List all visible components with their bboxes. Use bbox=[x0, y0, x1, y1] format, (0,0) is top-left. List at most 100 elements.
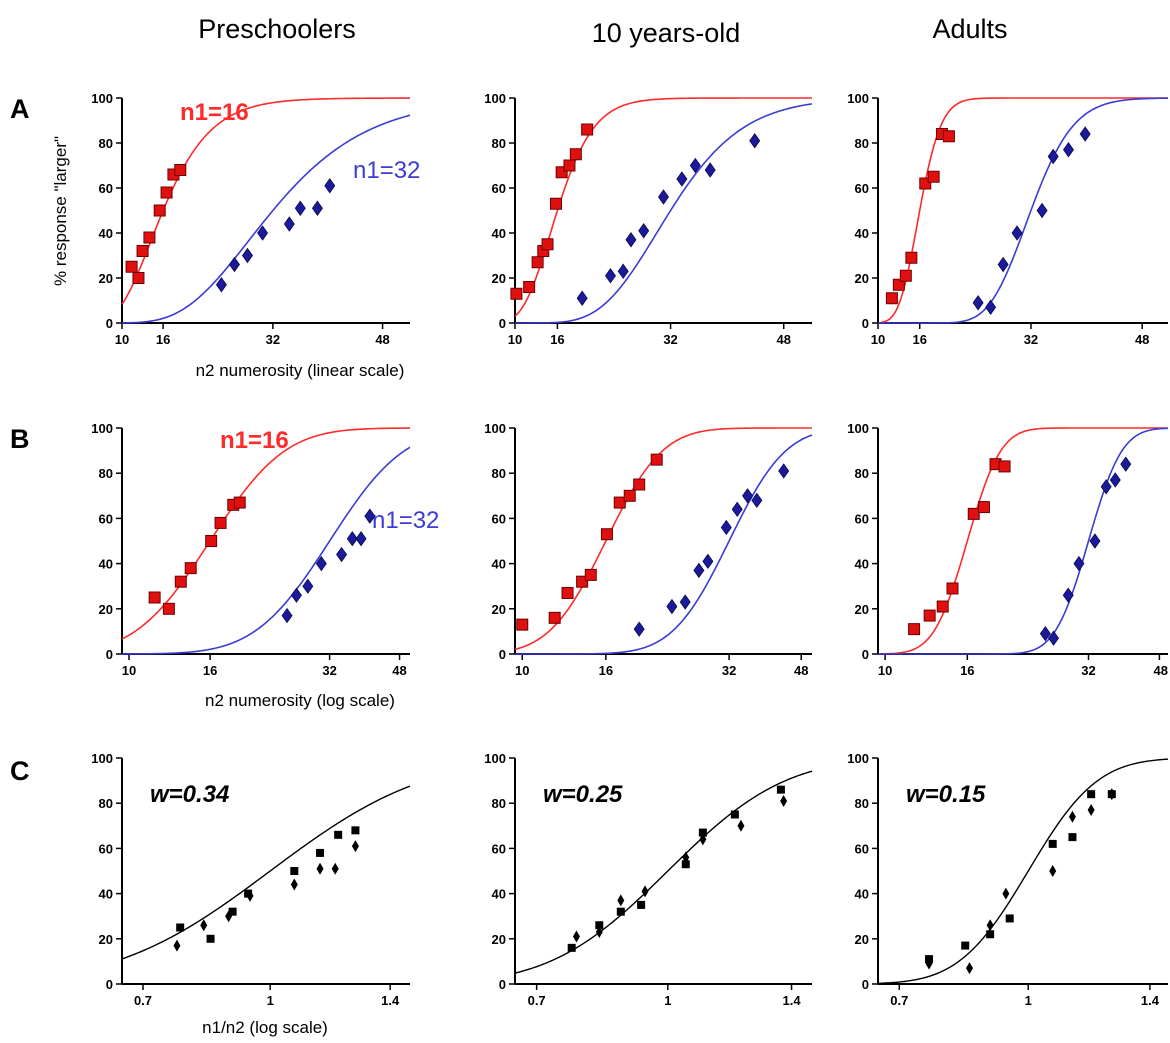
panel-b1: 0 20 40 60 80 100 10 16 32 48 bbox=[91, 421, 411, 678]
data-point-n1-16 bbox=[136, 245, 149, 257]
fit-curve-n1-16 bbox=[514, 97, 812, 317]
y-tick-label: 20 bbox=[855, 271, 869, 286]
y-tick-label: 40 bbox=[99, 557, 113, 572]
data-point-n1-32 bbox=[702, 553, 714, 570]
x-tick-label: 0.7 bbox=[134, 993, 152, 1008]
data-point-n1-16 bbox=[523, 281, 536, 293]
figure-headers: Preschoolers 10 years-old Adults A B C %… bbox=[10, 14, 1008, 1037]
y-tick-label: 80 bbox=[855, 136, 869, 151]
row-letter-b: B bbox=[10, 424, 30, 454]
data-point-n1-16 bbox=[563, 159, 576, 172]
data-point-n1-16 bbox=[205, 535, 218, 547]
data-point-diamond bbox=[572, 930, 580, 943]
y-tick-label: 100 bbox=[91, 421, 113, 436]
data-point-n1-16 bbox=[885, 292, 898, 305]
data-point-square bbox=[228, 907, 237, 916]
data-point-square bbox=[334, 830, 343, 839]
data-point-n1-32 bbox=[336, 546, 348, 563]
data-point-n1-32 bbox=[679, 594, 691, 610]
data-point-n1-16 bbox=[561, 586, 574, 599]
weber-fraction-annotation: w=0.25 bbox=[543, 781, 623, 808]
data-point-diamond bbox=[331, 862, 339, 875]
y-tick-label: 40 bbox=[855, 887, 869, 902]
y-tick-label: 20 bbox=[99, 602, 113, 617]
data-point-n1-16 bbox=[143, 231, 156, 244]
y-tick-label: 40 bbox=[855, 226, 869, 241]
y-tick-label: 80 bbox=[492, 136, 506, 151]
y-tick-label: 20 bbox=[855, 602, 869, 617]
data-point-n1-32 bbox=[985, 299, 997, 315]
data-point-diamond bbox=[200, 919, 208, 932]
data-point-square bbox=[1048, 839, 1057, 848]
data-point-diamond bbox=[1068, 810, 1076, 823]
data-point-n1-32 bbox=[1047, 148, 1059, 165]
data-point-n1-32 bbox=[346, 531, 358, 547]
fit-curve bbox=[877, 758, 1168, 985]
data-point-n1-16 bbox=[908, 623, 921, 636]
data-point-n1-16 bbox=[174, 575, 187, 588]
x-tick-label: 16 bbox=[912, 332, 926, 347]
y-tick-label: 100 bbox=[91, 91, 113, 106]
x-tick-label: 10 bbox=[871, 332, 885, 347]
x-tick-label: 1 bbox=[1025, 993, 1032, 1008]
panel-c3: 0 20 40 60 80 100 0.7 1 1.4 w=0.15 bbox=[847, 751, 1168, 1008]
y-tick-label: 40 bbox=[855, 557, 869, 572]
data-point-n1-32 bbox=[576, 290, 588, 306]
panel-a3: 0 20 40 60 80 100 10 16 32 48 bbox=[847, 91, 1168, 347]
data-point-n1-16 bbox=[581, 123, 594, 136]
data-point-diamond bbox=[699, 833, 707, 846]
fit-curve-n1-32 bbox=[122, 446, 411, 655]
data-point-n1-16 bbox=[531, 256, 544, 269]
data-point-n1-16 bbox=[998, 460, 1011, 473]
data-point-diamond bbox=[986, 919, 994, 932]
y-tick-label: 80 bbox=[492, 796, 506, 811]
fit-curve-n1-16 bbox=[514, 427, 812, 651]
data-point-n1-16 bbox=[162, 602, 175, 615]
y-tick-label: 80 bbox=[99, 136, 113, 151]
column-title-adults: Adults bbox=[932, 14, 1007, 44]
data-point-square bbox=[730, 810, 739, 819]
data-point-n1-32 bbox=[228, 256, 240, 273]
data-point-n1-16 bbox=[905, 251, 918, 264]
column-title-10-years-old: 10 years-old bbox=[592, 18, 741, 48]
data-point-n1-16 bbox=[548, 611, 561, 624]
data-point-n1-16 bbox=[160, 186, 173, 199]
data-point-n1-32 bbox=[638, 223, 650, 239]
data-point-n1-16 bbox=[650, 453, 663, 466]
data-point-diamond bbox=[641, 885, 649, 898]
data-point-n1-32 bbox=[1011, 225, 1023, 241]
legend-label-n1-32-row-a: n1=32 bbox=[353, 157, 420, 184]
y-tick-label: 100 bbox=[484, 421, 506, 436]
data-point-n1-32 bbox=[355, 531, 367, 547]
data-point-diamond bbox=[965, 962, 973, 975]
y-tick-label: 60 bbox=[855, 181, 869, 196]
data-point-n1-16 bbox=[510, 287, 523, 300]
data-point-n1-32 bbox=[731, 501, 743, 518]
fit-curve-n1-16 bbox=[877, 97, 1168, 324]
data-point-n1-32 bbox=[1089, 533, 1101, 549]
x-tick-label: 32 bbox=[266, 332, 280, 347]
data-point-n1-32 bbox=[749, 133, 761, 149]
y-tick-label: 40 bbox=[492, 887, 506, 902]
x-axis-label-row-c: n1/n2 (log scale) bbox=[202, 1018, 328, 1037]
y-tick-label: 0 bbox=[499, 316, 506, 331]
data-point-n1-16 bbox=[153, 204, 166, 217]
data-point-n1-32 bbox=[1039, 625, 1051, 642]
data-point-n1-16 bbox=[174, 164, 187, 176]
data-point-n1-32 bbox=[751, 492, 763, 509]
x-tick-label: 0.7 bbox=[890, 993, 908, 1008]
data-point-square bbox=[637, 900, 646, 909]
x-tick-label: 10 bbox=[878, 663, 892, 678]
data-point-diamond bbox=[595, 926, 603, 939]
data-point-n1-32 bbox=[633, 621, 645, 637]
data-point-diamond bbox=[737, 819, 745, 832]
x-tick-label: 32 bbox=[322, 663, 336, 678]
data-point-square bbox=[776, 785, 785, 794]
data-point-n1-32 bbox=[666, 598, 678, 615]
data-point-n1-32 bbox=[1120, 456, 1132, 472]
y-tick-label: 20 bbox=[855, 932, 869, 947]
data-point-n1-16 bbox=[633, 478, 646, 491]
data-point-n1-16 bbox=[148, 591, 161, 604]
